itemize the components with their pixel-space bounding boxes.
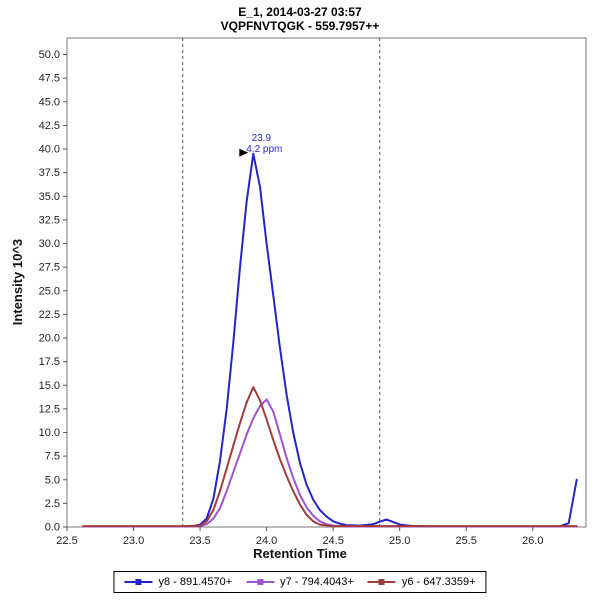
legend-label-y7: y7 - 794.4043+ <box>280 576 354 588</box>
y-tick-label: 47.5 <box>39 73 60 85</box>
legend-item-y7[interactable]: y7 - 794.4043+ <box>246 576 354 588</box>
legend-label-y6: y6 - 647.3359+ <box>401 576 476 588</box>
legend-line-sample-y6 <box>367 579 396 585</box>
peak-arrow-icon <box>239 148 249 157</box>
x-tick-label: 24.5 <box>322 535 343 547</box>
y-tick-label: 25.0 <box>39 285 60 297</box>
y-tick-label: 32.5 <box>39 214 60 226</box>
peak-ppm-annotation: 4.2 ppm <box>246 144 282 155</box>
plot-border <box>66 37 587 528</box>
y-tick-label: 2.5 <box>45 498 60 510</box>
legend-marker-y7 <box>257 579 264 585</box>
y-tick-label: 7.5 <box>45 451 60 463</box>
chart-subtitle: VQPFNVTQGK - 559.7957++ <box>220 19 380 33</box>
y-tick-label: 17.5 <box>39 356 60 368</box>
legend-marker-y8 <box>135 579 142 585</box>
series-trace-y8[interactable] <box>82 152 578 528</box>
x-tick-label: 26.0 <box>522 535 543 547</box>
y-tick-label: 50.0 <box>39 49 60 61</box>
x-tick-label: 22.5 <box>56 535 77 547</box>
legend: y8 - 891.4570+ y7 - 794.4043+ y6 - 647.3… <box>113 571 487 593</box>
x-tick-label: 25.5 <box>456 535 477 547</box>
y-tick-label: 42.5 <box>39 120 60 132</box>
x-axis-label: Retention Time <box>253 546 347 561</box>
legend-label-y8: y8 - 891.4570+ <box>158 576 233 588</box>
chart-title: E_1, 2014-03-27 03:57 <box>238 5 362 19</box>
legend-marker-y6 <box>378 579 385 585</box>
legend-line-sample-y7 <box>246 579 275 585</box>
legend-item-y8[interactable]: y8 - 891.4570+ <box>124 576 232 588</box>
x-tick-label: 23.0 <box>123 535 144 547</box>
y-tick-label: 40.0 <box>39 144 60 156</box>
peak-rt-annotation: 23.9 <box>252 133 272 144</box>
y-tick-label: 5.0 <box>45 474 60 486</box>
legend-line-sample-y8 <box>124 579 153 585</box>
y-tick-label: 30.0 <box>39 238 60 250</box>
x-tick-label: 23.5 <box>189 535 210 547</box>
x-tick-label: 25.0 <box>389 535 410 547</box>
y-tick-label: 45.0 <box>39 96 60 108</box>
y-tick-label: 12.5 <box>39 403 60 415</box>
y-tick-label: 37.5 <box>39 167 60 179</box>
legend-item-y6[interactable]: y6 - 647.3359+ <box>367 576 476 588</box>
y-tick-label: 22.5 <box>39 309 60 321</box>
y-tick-label: 35.0 <box>39 191 60 203</box>
y-tick-label: 0.0 <box>45 522 60 534</box>
series-trace-y6[interactable] <box>82 386 578 528</box>
y-tick-label: 10.0 <box>39 427 60 439</box>
y-tick-label: 15.0 <box>39 380 60 392</box>
series-trace-y7[interactable] <box>82 398 578 528</box>
y-tick-label: 27.5 <box>39 262 60 274</box>
x-tick-label: 24.0 <box>256 535 277 547</box>
y-tick-label: 20.0 <box>39 333 60 345</box>
